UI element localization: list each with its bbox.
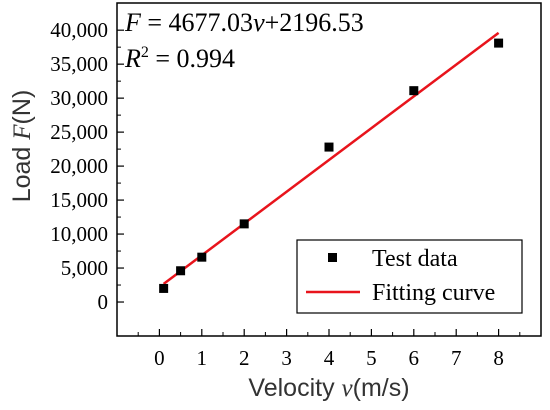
y-tick-label: 10,000 — [50, 222, 108, 246]
legend-box — [296, 239, 523, 314]
legend-label-fitting-curve: Fitting curve — [372, 280, 495, 306]
x-tick-label: 4 — [324, 346, 335, 370]
y-tick-label: 15,000 — [50, 188, 108, 212]
data-point — [494, 38, 504, 48]
y-tick-label: 35,000 — [50, 52, 108, 76]
r2-symbol: R — [124, 44, 141, 73]
equation-lhs: F — [124, 8, 142, 37]
equation-var: v — [253, 8, 265, 37]
data-points-layer — [159, 38, 504, 293]
x-tick-label: 3 — [281, 346, 292, 370]
x-axis-title-suffix: (m/s) — [353, 374, 410, 402]
fit-line — [162, 31, 500, 285]
r2-value: = 0.994 — [149, 44, 235, 73]
y-tick-label: 20,000 — [50, 154, 108, 178]
data-point — [324, 142, 334, 152]
legend-marker-test-data — [328, 253, 337, 262]
y-axis-title-suffix: (N) — [8, 90, 36, 125]
x-tick-label: 0 — [154, 346, 165, 370]
data-point — [409, 86, 419, 96]
x-axis-title: Velocity v(m/s) — [248, 374, 409, 402]
y-axis-title-prefix: Load — [8, 140, 36, 203]
r2-annotation: R2 = 0.994 — [124, 44, 235, 73]
legend: Test data Fitting curve — [296, 239, 523, 314]
x-tick-label: 6 — [409, 346, 420, 370]
equation-annotation: F = 4677.03v+2196.53 — [124, 8, 364, 37]
equation-eq: = 4677.03 — [141, 8, 253, 37]
legend-label-test-data: Test data — [372, 246, 458, 272]
y-axis-title-var: F — [9, 124, 36, 141]
x-tick-label: 7 — [451, 346, 462, 370]
r2-superscript: 2 — [141, 44, 149, 61]
y-tick-label: 5,000 — [61, 256, 108, 280]
data-point — [197, 252, 207, 262]
y-tick-label: 0 — [98, 290, 109, 314]
x-tick-label: 5 — [366, 346, 377, 370]
y-tick-label: 25,000 — [50, 120, 108, 144]
fit-line-layer — [162, 31, 500, 285]
y-axis-title: Load F(N) — [8, 90, 36, 203]
x-tick-label: 1 — [197, 346, 208, 370]
y-axis-ticks: 0 5,000 10,000 15,000 20,000 25,000 30,000 35,0… — [50, 18, 124, 314]
y-tick-label: 40,000 — [50, 18, 108, 42]
x-axis-title-prefix: Velocity — [248, 374, 341, 402]
data-point — [176, 266, 186, 276]
equation-rest: +2196.53 — [265, 8, 364, 37]
y-tick-label: 30,000 — [50, 86, 108, 110]
data-point — [239, 219, 249, 229]
x-axis-title-var: v — [342, 375, 354, 402]
x-axis-ticks: 0 1 2 3 4 5 6 7 8 — [137, 329, 521, 370]
x-tick-label: 8 — [493, 346, 504, 370]
data-point — [159, 283, 169, 293]
x-tick-label: 2 — [239, 346, 250, 370]
